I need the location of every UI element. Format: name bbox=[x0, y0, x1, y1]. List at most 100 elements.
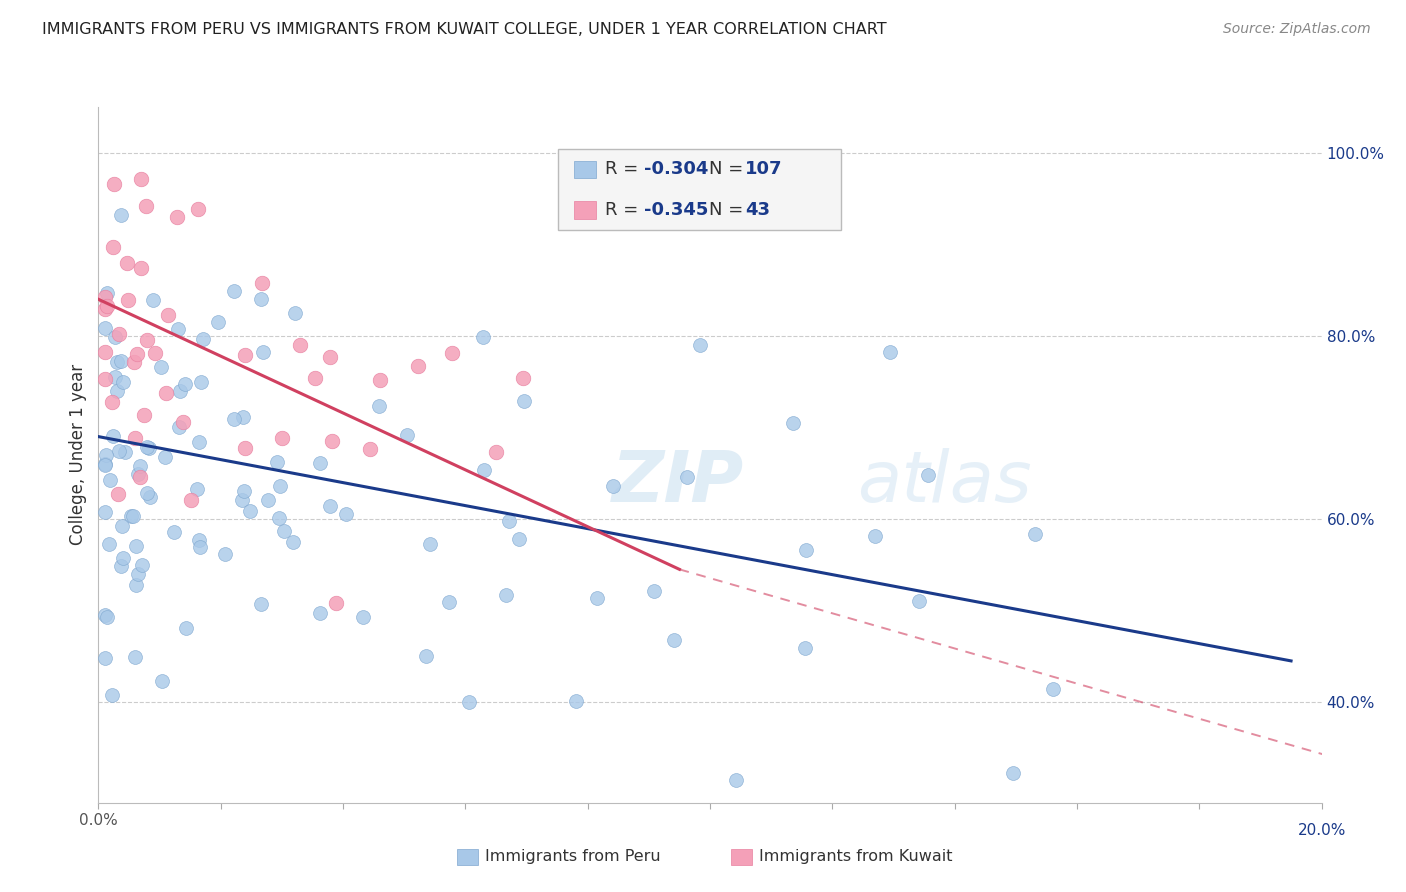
Point bbox=[94, 448, 117, 462]
Point bbox=[124, 649, 146, 664]
Point bbox=[231, 493, 253, 508]
Point bbox=[117, 293, 139, 308]
Point bbox=[321, 434, 343, 449]
Point bbox=[173, 377, 195, 392]
Point bbox=[508, 532, 530, 546]
Point bbox=[122, 508, 145, 523]
Point bbox=[214, 547, 236, 561]
Point bbox=[662, 632, 685, 647]
Point bbox=[485, 445, 508, 459]
Point bbox=[156, 308, 179, 322]
Point bbox=[96, 286, 118, 301]
Point bbox=[104, 330, 127, 344]
Point bbox=[101, 429, 124, 443]
Text: R =: R = bbox=[605, 201, 644, 219]
Point bbox=[93, 321, 115, 335]
Point bbox=[169, 384, 191, 399]
Point bbox=[190, 376, 212, 390]
Point bbox=[368, 400, 391, 414]
Point bbox=[120, 508, 142, 523]
Text: Source: ZipAtlas.com: Source: ZipAtlas.com bbox=[1223, 22, 1371, 37]
Point bbox=[1024, 527, 1046, 541]
Point bbox=[495, 588, 517, 602]
Point bbox=[101, 240, 124, 254]
Point bbox=[167, 322, 190, 336]
Point bbox=[1001, 766, 1024, 780]
Point bbox=[415, 649, 437, 664]
Point bbox=[93, 371, 115, 385]
Point bbox=[143, 346, 166, 360]
Point bbox=[863, 529, 886, 543]
Point bbox=[138, 442, 160, 456]
Text: -0.304: -0.304 bbox=[644, 161, 709, 178]
Point bbox=[267, 511, 290, 525]
Point bbox=[907, 593, 929, 607]
Point bbox=[239, 504, 262, 518]
Point bbox=[440, 345, 463, 359]
Point bbox=[368, 373, 391, 387]
Text: R =: R = bbox=[605, 161, 644, 178]
Point bbox=[256, 492, 278, 507]
Point bbox=[235, 348, 257, 362]
Point bbox=[111, 375, 134, 389]
Point bbox=[139, 490, 162, 504]
Point bbox=[180, 493, 202, 508]
Point bbox=[270, 431, 292, 445]
Point bbox=[110, 208, 132, 222]
Point bbox=[101, 395, 124, 409]
Point bbox=[676, 470, 699, 484]
Point bbox=[325, 596, 347, 610]
Point bbox=[129, 171, 152, 186]
Point bbox=[136, 486, 159, 500]
Point bbox=[602, 479, 624, 493]
Point bbox=[136, 333, 159, 347]
Point bbox=[406, 359, 429, 374]
Point bbox=[155, 450, 177, 464]
Point bbox=[513, 394, 536, 409]
Point bbox=[105, 384, 128, 398]
Text: 43: 43 bbox=[745, 201, 770, 219]
Point bbox=[110, 558, 132, 573]
Point bbox=[149, 359, 172, 374]
Point bbox=[107, 487, 129, 501]
Point bbox=[96, 610, 118, 624]
Point bbox=[191, 332, 214, 346]
Text: -0.345: -0.345 bbox=[644, 201, 709, 219]
Point bbox=[104, 369, 127, 384]
Text: IMMIGRANTS FROM PERU VS IMMIGRANTS FROM KUWAIT COLLEGE, UNDER 1 YEAR CORRELATION: IMMIGRANTS FROM PERU VS IMMIGRANTS FROM … bbox=[42, 22, 887, 37]
Point bbox=[458, 695, 481, 709]
Point bbox=[281, 534, 304, 549]
Point bbox=[308, 606, 330, 620]
Point bbox=[125, 539, 148, 553]
Point bbox=[110, 354, 132, 368]
Text: atlas: atlas bbox=[856, 449, 1032, 517]
Point bbox=[512, 371, 534, 385]
Point bbox=[308, 456, 330, 470]
Point bbox=[319, 500, 342, 514]
Point bbox=[129, 261, 152, 276]
Point bbox=[128, 469, 150, 483]
Point bbox=[111, 550, 134, 565]
Point bbox=[96, 300, 118, 314]
Point bbox=[304, 371, 326, 385]
Point bbox=[794, 543, 817, 558]
Point bbox=[98, 473, 121, 487]
Text: Immigrants from Kuwait: Immigrants from Kuwait bbox=[759, 849, 953, 863]
Point bbox=[127, 467, 149, 482]
Point bbox=[136, 440, 159, 454]
Point bbox=[135, 198, 157, 212]
Point bbox=[131, 558, 153, 573]
Point bbox=[207, 315, 229, 329]
Point bbox=[187, 533, 209, 548]
Point bbox=[105, 354, 128, 368]
Point bbox=[167, 419, 190, 434]
Text: ZIP: ZIP bbox=[612, 449, 744, 517]
Point bbox=[108, 326, 131, 341]
Point bbox=[439, 595, 461, 609]
Point bbox=[689, 338, 711, 352]
Point bbox=[124, 431, 146, 445]
Point bbox=[108, 444, 131, 458]
Point bbox=[94, 505, 117, 519]
Point bbox=[142, 293, 165, 307]
Point bbox=[115, 255, 138, 269]
